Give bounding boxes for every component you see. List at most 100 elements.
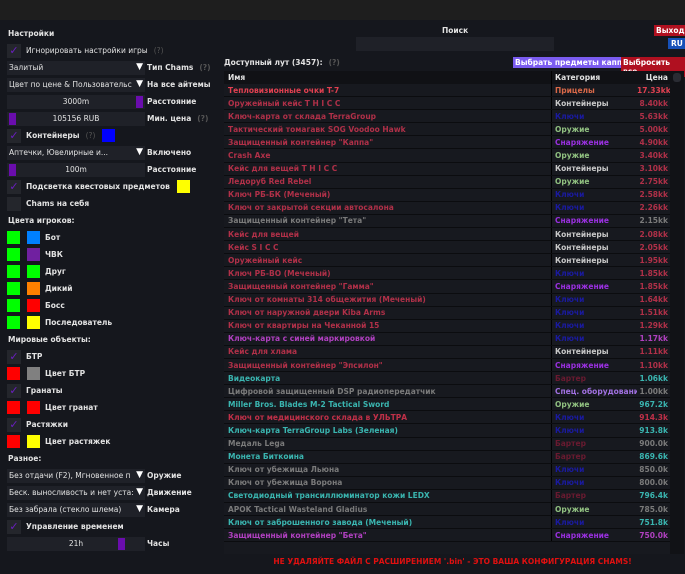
slider-grab[interactable]: [118, 537, 125, 550]
btr-color-swatch-1[interactable]: [7, 367, 20, 380]
player-color-row: Друг: [0, 263, 220, 280]
chams-type-dropdown[interactable]: Залитый ▼: [7, 60, 145, 75]
grenade-color-swatch-2[interactable]: [27, 401, 40, 414]
weapon-dropdown[interactable]: Без отдачи (F2), Мгновенное п ▼: [7, 468, 145, 483]
player-color-swatch-2[interactable]: [27, 299, 40, 312]
player-color-swatch-1[interactable]: [7, 316, 20, 329]
time-control-checkbox[interactable]: ✓ Управление временем: [0, 518, 220, 535]
table-row[interactable]: Ключ РБ-ВО (Меченый) Ключи 1.85kk: [224, 267, 670, 281]
player-color-swatch-1[interactable]: [7, 265, 20, 278]
table-row[interactable]: Ключ от медицинского склада в УЛЬТРА Ключ…: [224, 411, 670, 425]
tripwire-color-swatch-1[interactable]: [7, 435, 20, 448]
quest-color-swatch[interactable]: [176, 180, 190, 193]
search-input[interactable]: [356, 37, 554, 51]
item-price: 1.10kk: [639, 360, 668, 370]
player-color-swatch-1[interactable]: [7, 299, 20, 312]
table-scrollbar[interactable]: [670, 71, 684, 554]
help-marker[interactable]: (?): [199, 63, 211, 72]
table-row[interactable]: Ключ от закрытой секции автосалона Ключи 2…: [224, 201, 670, 215]
player-color-swatch-1[interactable]: [7, 248, 20, 261]
chams-self-checkbox[interactable]: Chams на себя: [0, 195, 220, 212]
help-marker[interactable]: (?): [85, 131, 96, 140]
table-row[interactable]: Тактический томагавк SOG Voodoo Hawk Оруж…: [224, 123, 670, 137]
player-color-swatch-2[interactable]: [27, 265, 40, 278]
table-row[interactable]: Тепловизионные очки T-7 Прицелы 17.33kk: [224, 84, 670, 98]
btr-color-swatch-2[interactable]: [27, 367, 40, 380]
table-row[interactable]: Видеокарта Бартер 1.06kk: [224, 372, 670, 386]
table-row[interactable]: Ключ от квартиры на Чеканной 15 Ключи 1.29…: [224, 319, 670, 333]
table-row[interactable]: Светодиодный трансиллюминатор кожи LEDX Б…: [224, 489, 670, 503]
column-name[interactable]: Имя: [228, 73, 246, 82]
table-row[interactable]: Ключ РБ-БК (Меченый) Ключи 2.58kk: [224, 188, 670, 202]
grenade-color-swatch-1[interactable]: [7, 401, 20, 414]
tripwire-color-swatch-2[interactable]: [27, 435, 40, 448]
player-color-swatch-1[interactable]: [7, 231, 20, 244]
player-color-swatch-2[interactable]: [27, 248, 40, 261]
table-row[interactable]: Оружейный кейс Контейнеры 1.95kk: [224, 254, 670, 268]
table-row[interactable]: Crash Axe Оружие 3.40kk: [224, 149, 670, 163]
hours-slider[interactable]: 21h: [7, 536, 145, 551]
btr-checkbox[interactable]: ✓ БТР: [0, 348, 220, 365]
table-row[interactable]: Ключ от заброшенного завода (Меченый) Клю…: [224, 516, 670, 530]
triangle-down-icon: ▼: [136, 78, 143, 89]
column-price[interactable]: Цена: [645, 73, 668, 82]
table-row[interactable]: Ключ-карта от склада TerraGroup Ключи 5.63…: [224, 110, 670, 124]
containers-color-swatch[interactable]: [102, 129, 116, 142]
item-name: Ключ от комнаты 314 общежития (Меченый): [228, 295, 426, 305]
slider-grab[interactable]: [9, 112, 16, 125]
table-row[interactable]: Монета Биткоина Бартер 869.6k: [224, 450, 670, 464]
table-row[interactable]: APOK Tactical Wasteland Gladius Оружие 785…: [224, 503, 670, 517]
quest-highlight-checkbox[interactable]: ✓ Подсветка квестовых предметов: [0, 178, 220, 195]
column-category[interactable]: Категория: [551, 71, 637, 84]
table-row[interactable]: Кейс для хлама Контейнеры 1.11kk: [224, 345, 670, 359]
table-row[interactable]: Цифровой защищенный DSP радиопередатчик С…: [224, 385, 670, 399]
ignore-game-settings-checkbox[interactable]: ✓ Игнорировать настройки игры (?): [0, 42, 220, 59]
slider-grab[interactable]: [9, 163, 16, 176]
grenades-checkbox[interactable]: ✓ Гранаты: [0, 382, 220, 399]
table-row[interactable]: Ключ от комнаты 314 общежития (Меченый) К…: [224, 293, 670, 307]
tripwires-checkbox[interactable]: ✓ Растяжки: [0, 416, 220, 433]
table-row[interactable]: Ключ от убежища Ворона Ключи 800.0k: [224, 476, 670, 490]
table-row[interactable]: Ледоруб Red Rebel Оружие 2.75kk: [224, 175, 670, 189]
table-row[interactable]: Кейс для вещей Контейнеры 2.08kk: [224, 228, 670, 242]
exit-button[interactable]: Выход: [654, 25, 685, 36]
help-marker[interactable]: (?): [153, 46, 164, 55]
distance-slider[interactable]: 3000m: [7, 94, 145, 109]
table-row[interactable]: Защищенный контейнер "Каппа" Снаряжение 4.…: [224, 136, 670, 150]
slider-grab[interactable]: [136, 95, 143, 108]
player-color-swatch-2[interactable]: [27, 282, 40, 295]
table-row[interactable]: Ключ от убежища Льюна Ключи 850.0k: [224, 463, 670, 477]
table-row[interactable]: Медаль Lega Бартер 900.0k: [224, 437, 670, 451]
scrollbar-thumb[interactable]: [673, 73, 681, 82]
movement-label: Движение: [147, 488, 192, 497]
player-colors-title: Цвета игроков:: [8, 216, 75, 225]
all-items-dropdown[interactable]: Цвет по цене & Пользовательс ▼: [7, 77, 145, 92]
player-color-swatch-2[interactable]: [27, 231, 40, 244]
table-row[interactable]: Ключ-карта TerraGroup Labs (Зеленая) Ключ…: [224, 424, 670, 438]
table-row[interactable]: Защищенный контейнер "Тета" Снаряжение 2.1…: [224, 214, 670, 229]
item-name: Ключ от убежища Льюна: [228, 465, 340, 475]
table-row[interactable]: Защищенный контейнер "Гамма" Снаряжение 1.…: [224, 280, 670, 294]
table-row[interactable]: Кейс для вещей T H I C C Контейнеры 3.10kk: [224, 162, 670, 176]
table-row[interactable]: Защищенный контейнер "Бета" Снаряжение 750…: [224, 529, 670, 543]
container-distance-slider[interactable]: 100m: [7, 162, 145, 177]
movement-dropdown[interactable]: Беск. выносливость и нет уста: ▼: [7, 485, 145, 500]
table-row[interactable]: Защищенный контейнер "Эпсилон" Снаряжение…: [224, 358, 670, 373]
item-category: Бартер: [551, 450, 637, 463]
player-color-swatch-1[interactable]: [7, 282, 20, 295]
help-marker[interactable]: (?): [328, 58, 340, 67]
table-row[interactable]: Кейс S I C C Контейнеры 2.05kk: [224, 241, 670, 255]
language-button[interactable]: RU: [668, 38, 685, 49]
enabled-dropdown[interactable]: Аптечки, Ювелирные и... ▼: [7, 145, 145, 160]
containers-checkbox[interactable]: ✓ Контейнеры (?): [0, 127, 220, 144]
table-row[interactable]: Оружейный кейс T H I C C Контейнеры 8.40kk: [224, 97, 670, 111]
item-name: Ключ от закрытой секции автосалона: [228, 203, 394, 213]
player-color-swatch-2[interactable]: [27, 316, 40, 329]
select-kappa-button[interactable]: Выбрать предметы каппа: [513, 57, 630, 68]
camera-dropdown[interactable]: Без забрала (стекло шлема) ▼: [7, 502, 145, 517]
table-row[interactable]: Ключ от наружной двери Kiba Arms Ключи 1.5…: [224, 306, 670, 320]
help-marker[interactable]: (?): [197, 114, 209, 123]
table-row[interactable]: Ключ-карта с синей маркировкой Ключи 1.17k…: [224, 332, 670, 346]
table-row[interactable]: Miller Bros. Blades M-2 Tactical Sword Ор…: [224, 398, 670, 412]
min-price-slider[interactable]: 105156 RUB: [7, 111, 145, 126]
